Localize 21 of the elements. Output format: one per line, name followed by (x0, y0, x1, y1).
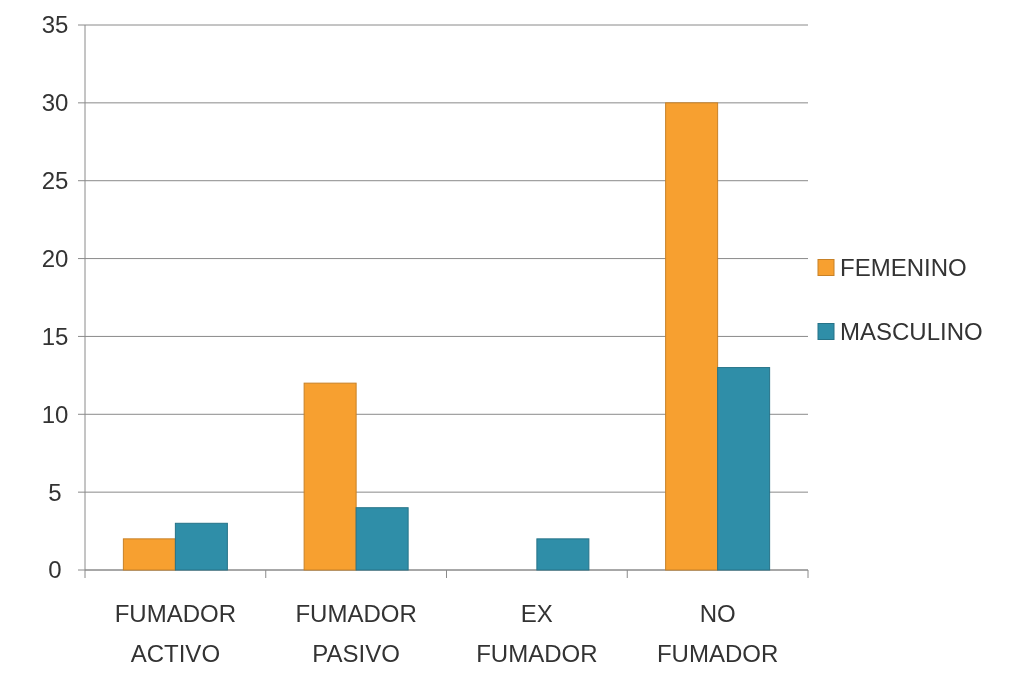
y-tick-label: 30 (41, 89, 69, 117)
bar (355, 507, 409, 571)
legend-label: FEMENINO (840, 253, 967, 281)
y-tick-label: 15 (41, 322, 69, 350)
bar (174, 522, 228, 571)
x-tick-label: FUMADOR ACTIVO (114, 600, 237, 667)
y-tick-label: 20 (41, 244, 69, 272)
y-tick-label: 25 (41, 167, 69, 195)
y-tick-label: 10 (41, 400, 69, 428)
y-tick-label: 5 (48, 478, 62, 506)
bar (665, 102, 719, 571)
bar (122, 538, 176, 571)
bar (303, 382, 357, 571)
legend-label: MASCULINO (840, 317, 983, 345)
y-tick-label: 35 (41, 11, 69, 39)
x-tick-label: NO FUMADOR (656, 600, 779, 667)
bar (717, 367, 771, 571)
bar (536, 538, 590, 571)
y-tick-label: 0 (48, 556, 62, 584)
x-tick-label: FUMADOR PASIVO (295, 600, 417, 667)
x-tick-label: EX FUMADOR (476, 600, 598, 667)
